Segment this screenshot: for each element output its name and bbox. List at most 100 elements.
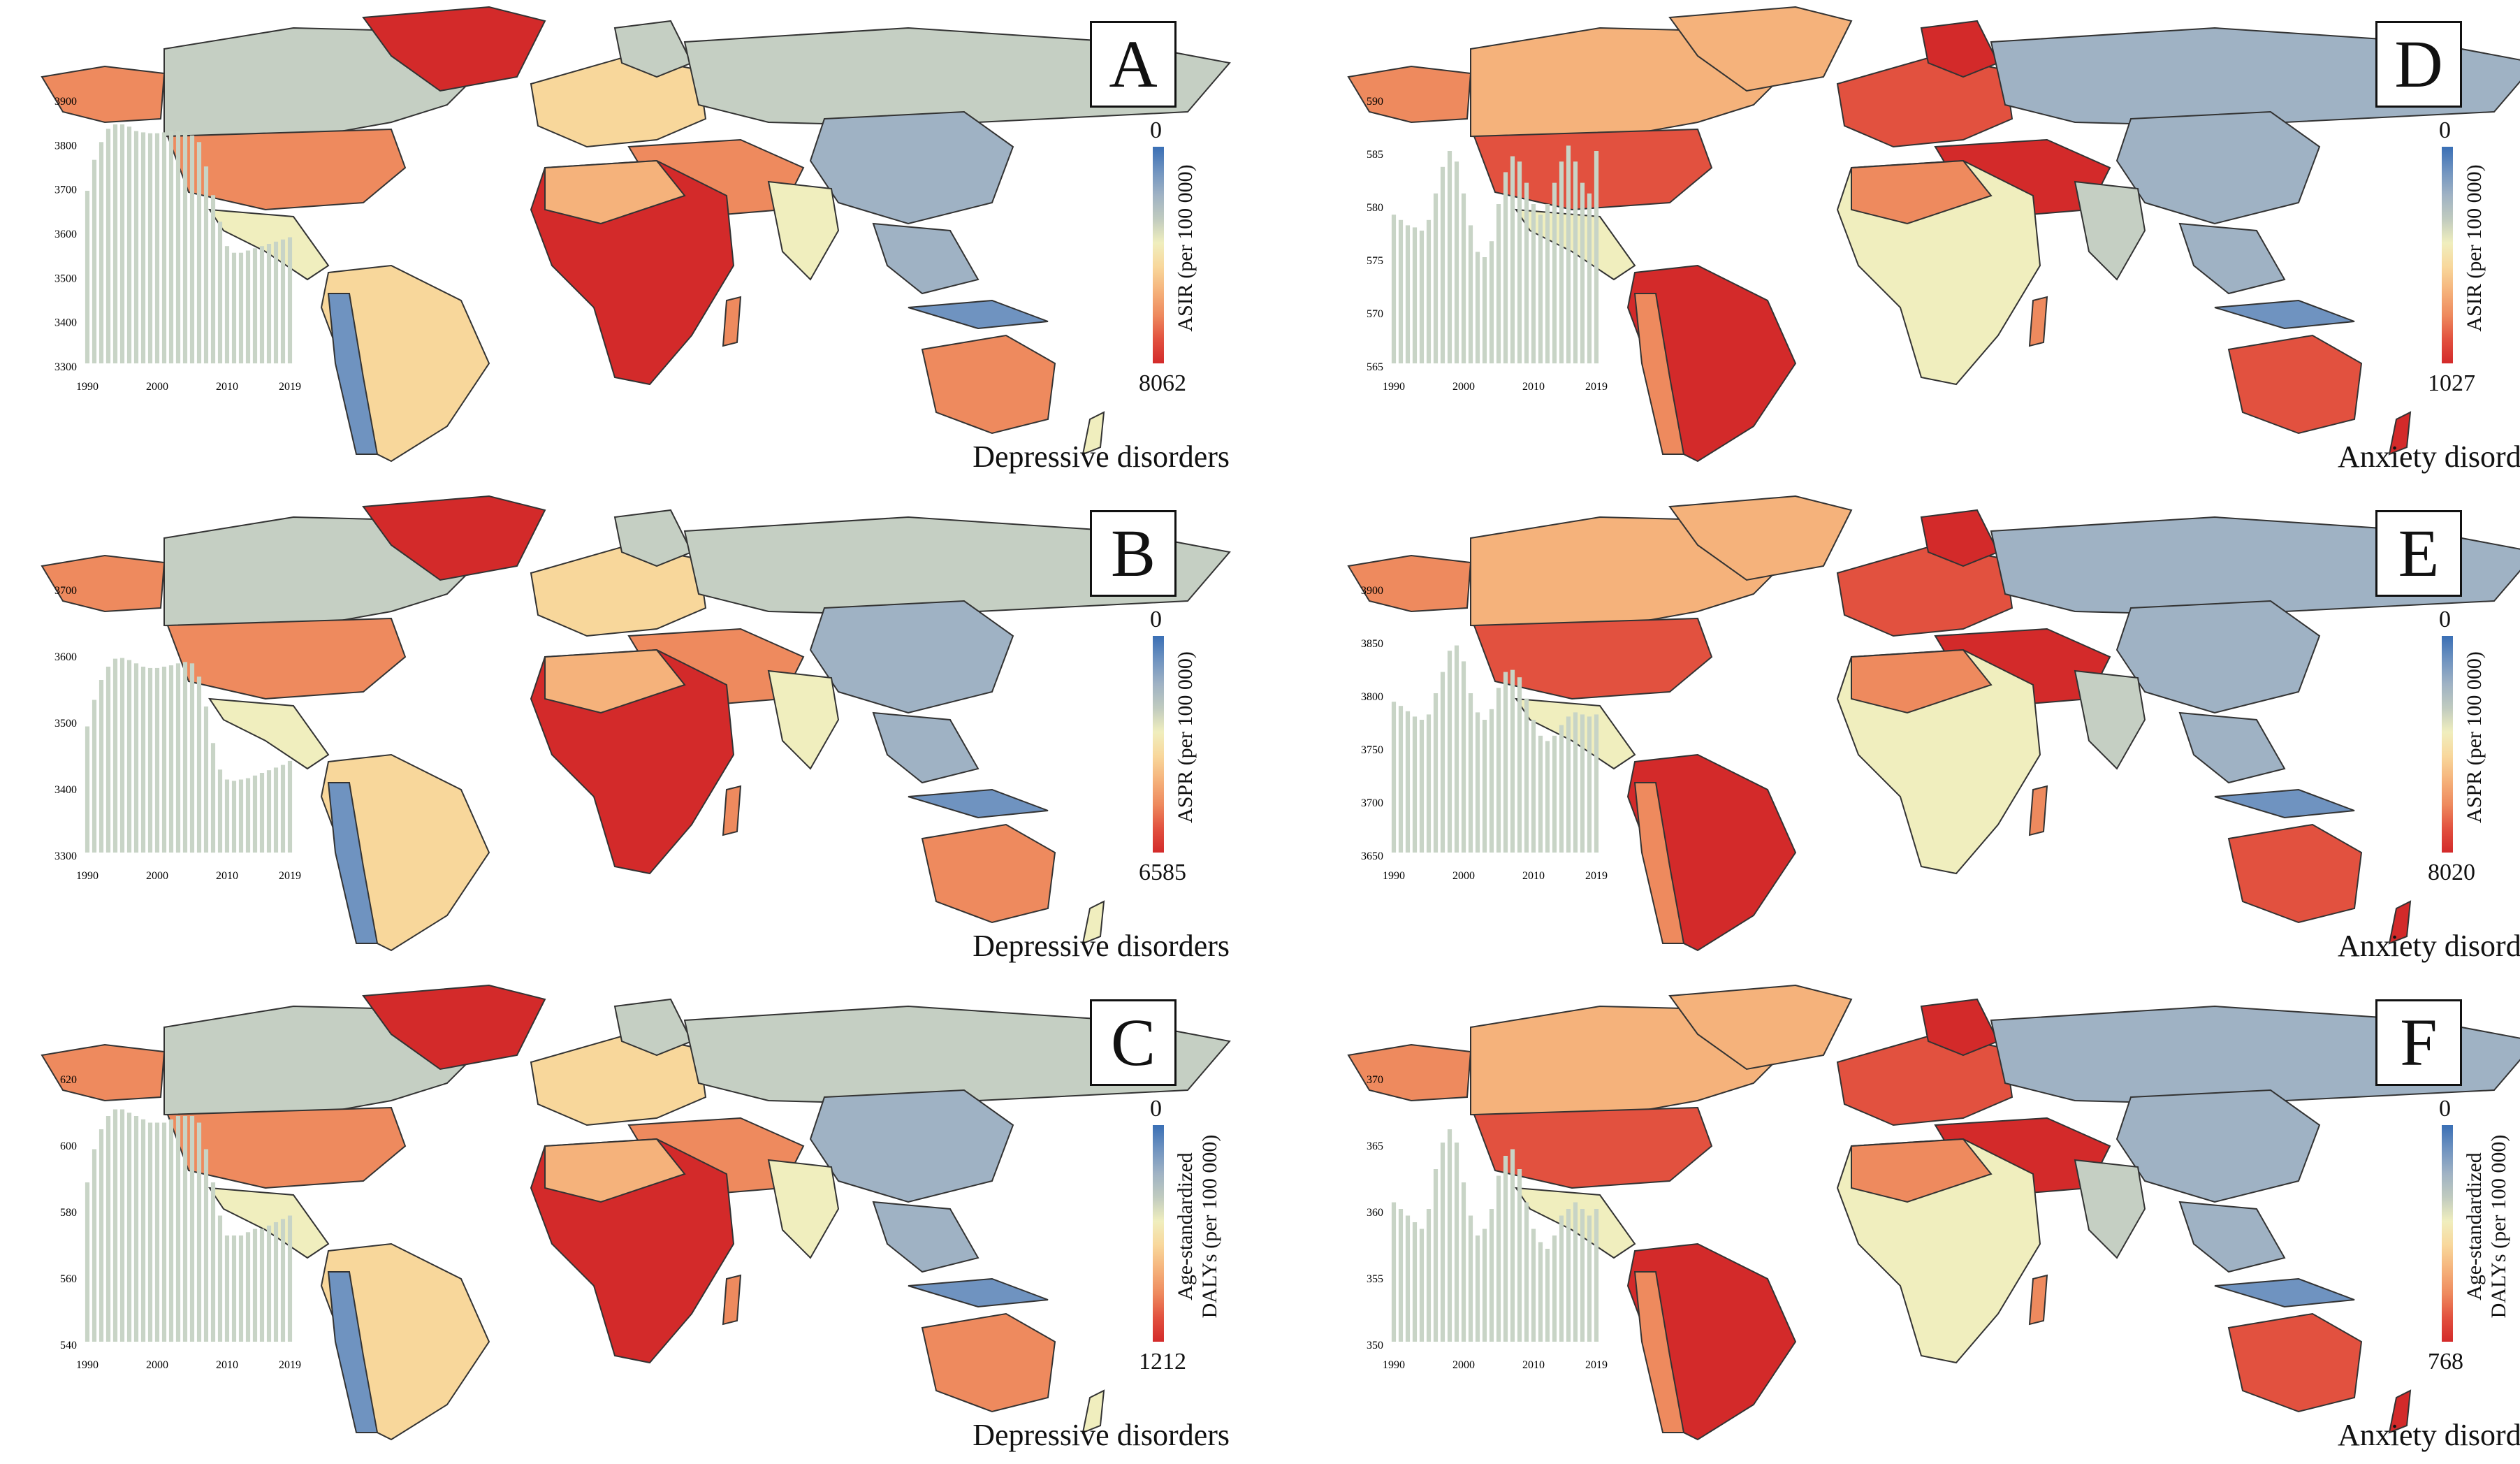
- panel-letter: A: [1090, 21, 1177, 108]
- bar-F-2010: [1531, 1229, 1536, 1342]
- bar-A-1999: [147, 133, 153, 363]
- y-tick-label: 3800: [1361, 691, 1383, 703]
- bar-E-2016: [1573, 712, 1578, 853]
- colorbar-min-label: 0: [2439, 1096, 2451, 1122]
- bar-D-2002: [1475, 252, 1480, 363]
- china-region: [809, 110, 1014, 225]
- colorbar-min-label: 0: [1150, 117, 1162, 143]
- scandinavia-region: [613, 509, 693, 567]
- bar-E-1994: [1419, 720, 1425, 853]
- bar-C-1993: [105, 1116, 111, 1342]
- panel-F: 350 355 360 365 370 1990 2000 2010 2019 F 0 768 Age-…: [1306, 978, 2520, 1461]
- x-tick-label: 2000: [146, 1359, 168, 1371]
- y-tick-label: 350: [1367, 1340, 1383, 1351]
- trend-inset: 3650 3700 3750 3800 3850 3900 1990 2000 2010 2019: [1361, 585, 1608, 882]
- bar-A-2001: [161, 132, 167, 363]
- bar-E-2013: [1552, 735, 1557, 853]
- y-tick-label: 360: [1367, 1207, 1383, 1219]
- bar-B-2008: [210, 743, 216, 853]
- bar-F-1991: [1398, 1209, 1404, 1342]
- central-america-region: [208, 1187, 330, 1259]
- disorder-label: Anxiety disorders: [2337, 440, 2520, 474]
- bar-E-2019: [1594, 714, 1599, 853]
- madagascar-region: [722, 296, 742, 347]
- map-canvas: 3300 3400 3500 3600 3700 3800 3900 1990 2000 2010…: [41, 6, 1231, 463]
- bar-A-1990: [85, 191, 90, 363]
- y-tick-label: 570: [1367, 308, 1383, 320]
- y-tick-label: 3300: [54, 361, 77, 373]
- map-canvas: 565 570 575 580 585 590 1990 2000 2010 2019: [1347, 6, 2520, 463]
- china-region: [809, 600, 1014, 714]
- y-tick-label: 370: [1367, 1074, 1383, 1086]
- south-america-west-region: [1633, 293, 1685, 455]
- colorbar: [1153, 147, 1164, 363]
- australia-region: [921, 1312, 1056, 1413]
- bar-A-2012: [238, 252, 244, 363]
- y-tick-label: 3500: [54, 273, 77, 284]
- bar-F-2017: [1580, 1209, 1585, 1342]
- china-region: [2115, 110, 2321, 225]
- bar-B-2013: [245, 778, 251, 853]
- bar-E-2002: [1475, 712, 1480, 853]
- new-zealand-region: [2388, 900, 2412, 945]
- bar-A-2007: [203, 166, 209, 363]
- bar-A-2006: [196, 142, 202, 364]
- bar-B-2010: [224, 779, 230, 853]
- bar-C-2006: [196, 1122, 202, 1342]
- greenland-region: [1668, 6, 1853, 92]
- bar-B-1994: [112, 658, 118, 853]
- colorbar-max-label: 768: [2428, 1349, 2463, 1375]
- bar-F-2007: [1510, 1149, 1515, 1342]
- bar-B-2001: [161, 667, 167, 853]
- y-tick-label: 3650: [1361, 850, 1383, 862]
- bar-C-1998: [140, 1119, 146, 1342]
- bar-E-2009: [1524, 698, 1529, 853]
- bar-B-1990: [85, 726, 90, 853]
- bar-D-1997: [1440, 166, 1445, 364]
- europe-region: [530, 544, 707, 637]
- bar-E-2018: [1587, 716, 1592, 853]
- europe-region: [1836, 1033, 2013, 1126]
- bar-B-2005: [189, 663, 195, 853]
- bar-C-1994: [112, 1109, 118, 1342]
- bar-B-2017: [273, 767, 279, 853]
- bar-A-1992: [99, 142, 104, 364]
- y-tick-label: 3300: [54, 850, 77, 862]
- bar-E-2015: [1566, 716, 1571, 853]
- panel-letter: F: [2375, 999, 2462, 1086]
- y-tick-label: 3800: [54, 140, 77, 152]
- bar-B-2007: [203, 706, 209, 853]
- x-tick-label: 2010: [216, 381, 238, 393]
- southeast-asia-region: [2178, 711, 2286, 784]
- madagascar-region: [2028, 785, 2048, 836]
- y-tick-label: 3750: [1361, 744, 1383, 756]
- bar-F-1997: [1440, 1143, 1445, 1342]
- y-tick-label: 3600: [54, 229, 77, 240]
- greenland-region: [1668, 495, 1853, 581]
- bar-F-2001: [1468, 1215, 1473, 1342]
- map-canvas: 350 355 360 365 370 1990 2000 2010 2019: [1347, 984, 2520, 1441]
- indonesia-region: [908, 1277, 1049, 1308]
- bar-A-2019: [287, 237, 293, 363]
- scandinavia-region: [613, 998, 693, 1057]
- bar-A-1997: [133, 131, 139, 363]
- china-region: [2115, 1089, 2321, 1203]
- new-zealand-region: [1081, 1389, 1105, 1434]
- x-tick-label: 2010: [216, 1359, 238, 1371]
- alaska-region: [41, 554, 166, 613]
- indonesia-region: [2214, 1277, 2355, 1308]
- x-tick-label: 2000: [1452, 1359, 1475, 1371]
- india-region: [2074, 1159, 2146, 1259]
- trend-inset: 540 560 580 600 620 1990 2000 2010 2019: [60, 1074, 301, 1371]
- bar-E-1996: [1433, 693, 1439, 853]
- colorbar-metric-label: ASIR (per 100 000): [1174, 164, 1197, 332]
- bar-C-2007: [203, 1149, 209, 1342]
- bar-F-2009: [1524, 1202, 1529, 1342]
- bar-D-2013: [1552, 182, 1557, 363]
- y-tick-label: 3700: [54, 585, 77, 597]
- x-tick-label: 2019: [279, 1359, 301, 1371]
- south-america-west-region: [1633, 782, 1685, 944]
- southeast-asia-region: [2178, 222, 2286, 295]
- bar-C-2010: [224, 1235, 230, 1342]
- bar-D-2005: [1496, 204, 1501, 363]
